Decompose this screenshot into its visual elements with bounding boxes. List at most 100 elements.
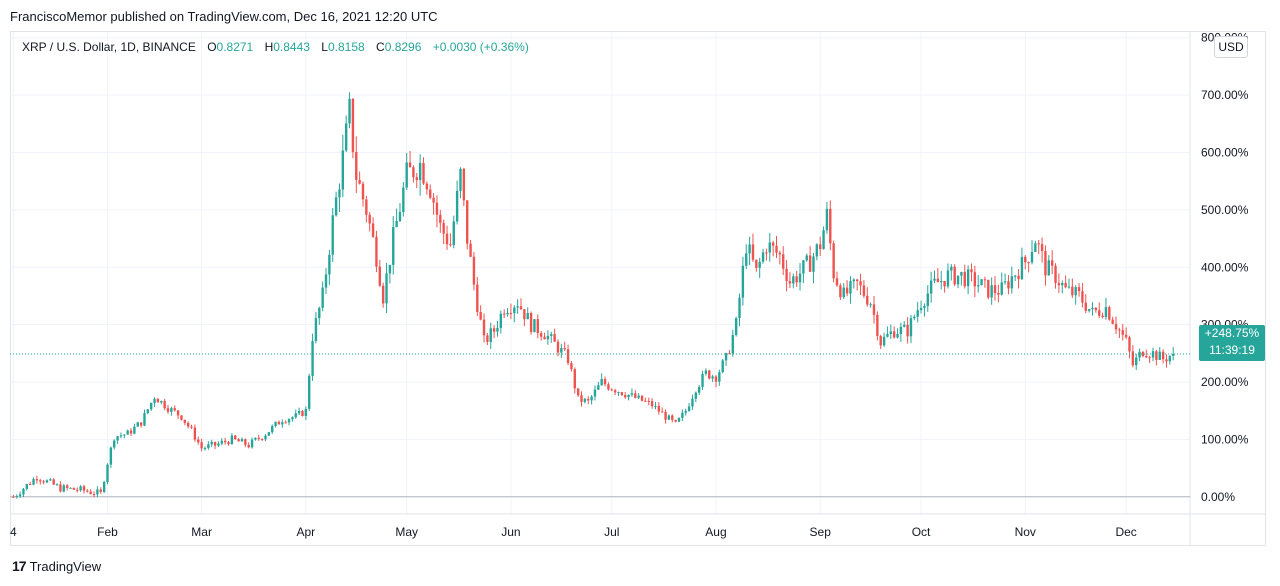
- x-tick-label: Jun: [501, 525, 520, 539]
- candle-body: [946, 270, 950, 287]
- candle-body: [76, 489, 79, 491]
- symbol-name[interactable]: XRP / U.S. Dollar, 1D, BINANCE: [22, 40, 196, 54]
- x-tick-label: Nov: [1015, 525, 1036, 539]
- candle-body: [916, 310, 919, 317]
- candle-body: [687, 406, 691, 411]
- candle-body: [1098, 310, 1101, 316]
- candle-body: [987, 279, 990, 298]
- candle-body: [704, 370, 708, 374]
- candle-body: [435, 202, 439, 215]
- candle-body: [546, 335, 550, 340]
- candle-body: [28, 484, 32, 486]
- candle-body: [39, 480, 42, 482]
- candle-body: [1017, 275, 1020, 280]
- candle-body: [903, 324, 906, 327]
- bar-countdown: 11:39:19: [1209, 343, 1255, 357]
- candle-body: [482, 319, 486, 336]
- candle-body: [580, 395, 583, 402]
- candle-body: [624, 395, 627, 398]
- candle-body: [227, 442, 230, 445]
- y-tick-label: 600.00%: [1201, 146, 1249, 160]
- x-tick-label: Jul: [604, 525, 619, 539]
- candle-body: [247, 444, 250, 448]
- candle-body: [149, 402, 153, 410]
- candle-body: [281, 422, 284, 425]
- candle-body: [1121, 330, 1124, 335]
- y-tick-label: 200.00%: [1201, 375, 1249, 389]
- candle-body: [866, 295, 869, 305]
- candle-body: [378, 266, 382, 286]
- candle-body: [415, 177, 418, 181]
- candle-body: [758, 261, 761, 268]
- candle-body: [173, 408, 176, 411]
- candle-body: [217, 443, 220, 446]
- candle-body: [405, 162, 408, 188]
- candle-body: [943, 280, 946, 287]
- candle-body: [1145, 356, 1148, 358]
- candle-body: [418, 163, 422, 181]
- tradingview-logo[interactable]: 17 TradingView: [12, 558, 101, 574]
- candle-body: [825, 208, 829, 231]
- candle-body: [170, 408, 173, 412]
- candle-body: [234, 435, 237, 440]
- candle-body: [381, 285, 385, 304]
- candle-body: [1138, 351, 1141, 358]
- candle-body: [782, 254, 785, 269]
- candle-body: [35, 479, 39, 481]
- candle-body: [929, 280, 933, 294]
- candle-body: [506, 313, 509, 315]
- candle-body: [338, 189, 341, 198]
- candle-body: [570, 363, 573, 370]
- candle-body: [328, 254, 331, 275]
- candle-body: [274, 421, 277, 426]
- candle-body: [358, 179, 361, 184]
- candle-body: [738, 297, 741, 319]
- candle-body: [99, 489, 102, 492]
- candle-body: [607, 384, 610, 390]
- candle-body: [721, 360, 724, 373]
- candle-body: [627, 394, 630, 398]
- candle-body: [190, 426, 193, 428]
- candle-body: [1037, 243, 1040, 245]
- candle-body: [116, 436, 119, 441]
- candle-body: [832, 243, 835, 279]
- candle-body: [906, 324, 909, 337]
- candle-body: [674, 419, 677, 422]
- chart-frame: [10, 31, 1266, 546]
- candle-body: [664, 411, 667, 420]
- currency-button[interactable]: USD: [1214, 36, 1248, 58]
- candle-body: [519, 306, 523, 310]
- change-value: +0.0030 (+0.36%): [432, 40, 529, 54]
- candle-body: [297, 410, 301, 414]
- candle-body: [197, 439, 200, 443]
- candle-body: [839, 285, 842, 298]
- x-axis-labels: 4 Feb Mar Apr May Jun Jul Aug Sep Oct Nov Dec: [10, 525, 1137, 539]
- candle-body: [12, 496, 15, 498]
- candle-body: [677, 417, 681, 422]
- candle-body: [361, 183, 365, 200]
- candle-body: [1101, 315, 1104, 317]
- candle-body: [960, 271, 963, 276]
- candle-body: [1074, 287, 1077, 296]
- candle-body: [691, 398, 694, 407]
- candle-body: [452, 221, 455, 246]
- candle-body: [1128, 337, 1131, 352]
- candle-body: [603, 379, 607, 385]
- y-axis-labels: 0.00%100.00%200.00%300.00%400.00%500.00%…: [1201, 31, 1249, 504]
- candle-body: [72, 487, 76, 490]
- candle-body: [768, 242, 771, 253]
- candle-body: [502, 313, 506, 315]
- candle-body: [324, 274, 328, 288]
- candle-body: [593, 389, 597, 397]
- candle-body: [166, 408, 170, 412]
- candle-body: [630, 393, 634, 395]
- candle-body: [472, 256, 476, 285]
- candle-body: [294, 413, 297, 418]
- candle-body: [385, 273, 388, 304]
- candle-body: [657, 405, 661, 412]
- candle-body: [1084, 302, 1087, 311]
- candle-body: [1071, 286, 1074, 296]
- candle-body: [163, 401, 166, 409]
- candle-body: [260, 438, 264, 440]
